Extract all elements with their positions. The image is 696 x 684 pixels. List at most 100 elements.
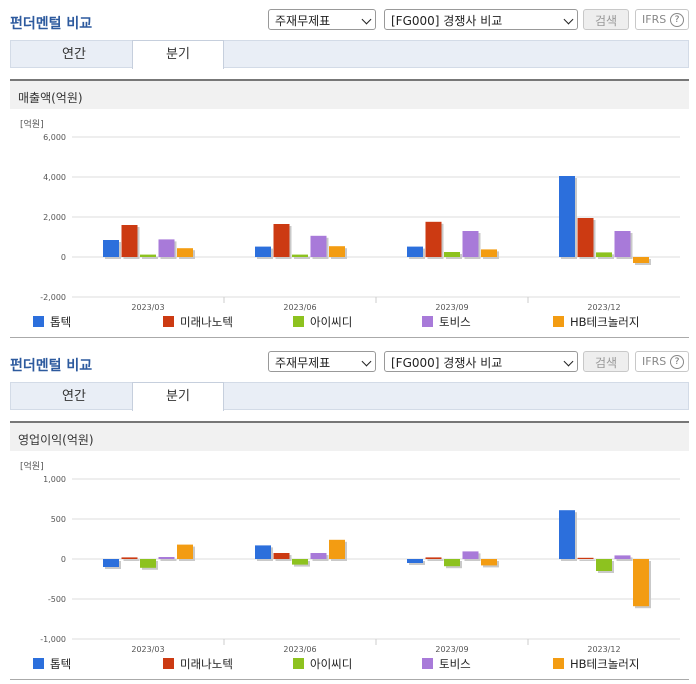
y-tick-label: 500	[51, 515, 66, 524]
divider	[10, 337, 689, 338]
tab-quarterly[interactable]: 분기	[132, 40, 224, 69]
legend-item[interactable]: 톱텍	[33, 656, 71, 672]
x-tick-label: 2023/09	[435, 303, 468, 312]
search-button[interactable]: 검색	[583, 9, 629, 30]
section-label: 영업이익(억원)	[18, 433, 94, 447]
y-tick-label: -1,000	[40, 635, 66, 644]
bar[interactable]	[596, 252, 612, 257]
tab-annual[interactable]: 연간	[62, 47, 86, 62]
statement-select-value: 주재무제표	[275, 356, 331, 370]
bar[interactable]	[121, 557, 138, 559]
y-tick-label: 0	[61, 555, 66, 564]
x-tick-label: 2023/03	[131, 645, 164, 654]
legend-label: 톱텍	[50, 657, 72, 671]
y-tick-label: 0	[61, 253, 66, 262]
legend-label: 아이씨디	[310, 315, 353, 329]
statement-select[interactable]: 주재무제표	[268, 351, 376, 372]
bar[interactable]	[481, 559, 497, 566]
legend-label: HB테크놀러지	[570, 657, 640, 671]
legend-item[interactable]: 토비스	[422, 314, 471, 330]
x-tick-label: 2023/12	[587, 303, 620, 312]
revenue-bar-chart: [억원] 6,000 4,000 2,000 0 -2,000 2023/03 2023/06…	[20, 118, 680, 312]
legend-item[interactable]: 아이씨디	[293, 656, 352, 672]
bar[interactable]	[407, 246, 423, 257]
compare-select[interactable]: [FG000] 경쟁사 비교	[384, 9, 578, 30]
legend-label: 미래나노텍	[180, 657, 233, 671]
bar[interactable]	[292, 254, 308, 257]
bar[interactable]	[559, 510, 575, 559]
legend-label: 토비스	[439, 315, 471, 329]
search-button[interactable]: 검색	[583, 351, 629, 372]
legend-item[interactable]: 미래나노텍	[163, 656, 233, 672]
compare-select[interactable]: [FG000] 경쟁사 비교	[384, 351, 578, 372]
bar[interactable]	[444, 252, 460, 257]
bar[interactable]	[407, 559, 423, 563]
bar[interactable]	[559, 176, 575, 257]
page-title: 펀더멘털 비교	[10, 16, 93, 32]
bar[interactable]	[462, 231, 479, 257]
bar[interactable]	[425, 557, 442, 559]
bar[interactable]	[310, 553, 327, 559]
bar-shadow	[616, 557, 633, 561]
x-tick-label: 2023/03	[131, 303, 164, 312]
legend-item[interactable]: 톱텍	[33, 314, 71, 330]
bar[interactable]	[577, 218, 594, 257]
legend-item[interactable]: HB테크놀러지	[553, 314, 639, 330]
y-tick-label: -2,000	[40, 293, 66, 302]
bar[interactable]	[481, 249, 497, 257]
tab-annual[interactable]: 연간	[62, 389, 86, 404]
statement-select[interactable]: 주재무제표	[268, 9, 376, 30]
section-label: 매출액(억원)	[18, 91, 83, 105]
bar[interactable]	[255, 246, 271, 257]
bar[interactable]	[103, 240, 119, 257]
bar[interactable]	[158, 239, 175, 257]
bar[interactable]	[425, 221, 442, 257]
bar[interactable]	[158, 557, 175, 559]
y-tick-label: 1,000	[43, 475, 66, 484]
legend-label: 미래나노텍	[180, 315, 233, 329]
help-icon[interactable]: ?	[670, 355, 684, 369]
bar[interactable]	[633, 257, 649, 263]
operating-income-bar-chart: [억원] 1,000 500 0 -500 -1,000 2023/03 2023/06 202…	[20, 460, 680, 654]
help-icon[interactable]: ?	[670, 13, 684, 27]
bar[interactable]	[633, 559, 649, 607]
bar-shadow	[294, 256, 310, 259]
legend-item[interactable]: 토비스	[422, 656, 471, 672]
bar[interactable]	[121, 225, 138, 257]
section-header: 매출액(억원)	[10, 79, 689, 109]
bar[interactable]	[177, 248, 193, 257]
legend-swatch	[293, 316, 304, 327]
bar[interactable]	[273, 224, 290, 257]
bar[interactable]	[577, 557, 594, 559]
legend-item[interactable]: HB테크놀러지	[553, 656, 639, 672]
y-unit-label: [억원]	[20, 118, 44, 130]
bar[interactable]	[462, 551, 479, 559]
bar[interactable]	[292, 559, 308, 565]
x-tick-label: 2023/12	[587, 645, 620, 654]
bar[interactable]	[177, 544, 193, 559]
section-header: 영업이익(억원)	[10, 421, 689, 451]
bar[interactable]	[614, 555, 631, 559]
legend-swatch	[553, 316, 564, 327]
bar[interactable]	[103, 559, 119, 567]
y-unit-label: [억원]	[20, 460, 44, 472]
bar[interactable]	[329, 539, 345, 559]
bar[interactable]	[329, 246, 345, 257]
bar[interactable]	[255, 545, 271, 559]
fundamental-panel-operating-income: 펀더멘털 비교 주재무제표 [FG000] 경쟁사 비교 검색 IFRS ? 연…	[0, 342, 696, 684]
x-tick-label: 2023/06	[283, 645, 316, 654]
ifrs-button[interactable]: IFRS ?	[635, 351, 689, 372]
bar[interactable]	[140, 254, 156, 257]
bar[interactable]	[310, 235, 327, 257]
ifrs-button[interactable]: IFRS ?	[635, 9, 689, 30]
bar[interactable]	[273, 553, 290, 559]
legend-item[interactable]: 아이씨디	[293, 314, 352, 330]
bar-shadow	[160, 559, 177, 561]
bar[interactable]	[140, 559, 156, 568]
legend-item[interactable]: 미래나노텍	[163, 314, 233, 330]
tab-quarterly[interactable]: 분기	[132, 382, 224, 411]
bar[interactable]	[444, 559, 460, 567]
legend-swatch	[422, 658, 433, 669]
bar[interactable]	[596, 559, 612, 571]
bar[interactable]	[614, 231, 631, 257]
